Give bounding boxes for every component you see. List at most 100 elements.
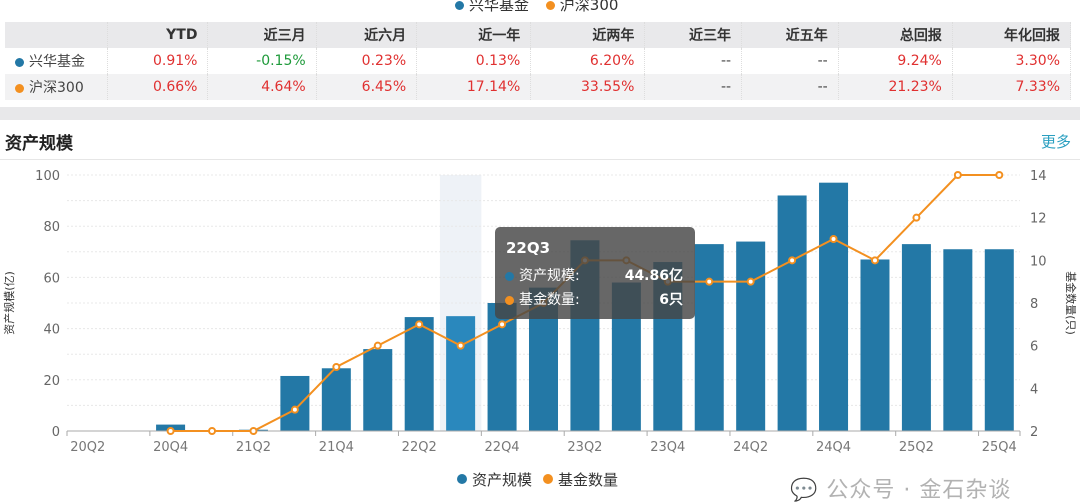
top-legend: 兴华基金 沪深300 (455, 0, 630, 15)
y-tick-left: 40 (43, 323, 60, 338)
table-row: 兴华基金 0.91% -0.15% 0.23% 0.13% 6.20% -- -- 9.24% 3… (5, 48, 1072, 74)
tooltip-value: 6只 (659, 292, 683, 308)
dot-icon (545, 1, 555, 10)
line-point (332, 363, 341, 371)
col-header: 近三月 (207, 22, 317, 48)
y-tick-left: 80 (43, 220, 60, 235)
tooltip-value: 44.86亿 (624, 268, 683, 284)
x-tick-label: 22Q4 (485, 440, 520, 455)
cell: 6.20% (530, 48, 646, 74)
line-point (498, 320, 507, 329)
y-tick-right: 6 (1030, 340, 1038, 355)
legend-fund[interactable]: 兴华基金 (455, 0, 529, 14)
line-point (995, 171, 1004, 179)
divider (0, 159, 1080, 160)
dot-icon (15, 57, 24, 67)
watermark: 💬 公众号 · 金石杂谈 (790, 472, 1011, 504)
bar (736, 241, 766, 431)
x-tick-label: 24Q4 (816, 440, 851, 455)
tooltip-row-count: 基金数量: 6只 (505, 289, 687, 309)
line-point (290, 405, 299, 414)
header-blank (5, 22, 108, 48)
table-header: YTD 近三月 近六月 近一年 近两年 近三年 近五年 总回报 年化回报 (5, 22, 1072, 48)
bar (280, 375, 310, 431)
bar (363, 349, 393, 431)
row-name[interactable]: 兴华基金 (5, 48, 108, 74)
cell: 4.64% (207, 74, 317, 100)
y-tick-left: 100 (35, 169, 60, 184)
watermark-text: 公众号 · 金石杂谈 (826, 478, 1012, 503)
line-point (415, 320, 424, 329)
x-tick-label: 20Q4 (153, 440, 188, 455)
line-point (166, 427, 175, 435)
y-tick-left: 20 (43, 374, 60, 389)
dot-icon (455, 1, 464, 10)
row-label: 沪深300 (29, 80, 84, 96)
col-header: 近五年 (741, 22, 839, 48)
line-point (788, 256, 797, 265)
y-axis-label-left: 资产规模(亿) (2, 271, 16, 335)
bar (777, 195, 807, 431)
legend-scale: 资产规模 (472, 471, 532, 489)
divider-band (0, 107, 1080, 120)
tooltip-label: 基金数量: (519, 292, 580, 308)
x-tick-label: 24Q2 (733, 440, 768, 455)
cell: -0.15% (207, 48, 317, 74)
col-header: 近三年 (644, 22, 743, 48)
row-label: 兴华基金 (29, 54, 85, 70)
bar (901, 244, 931, 431)
line-point (829, 235, 838, 243)
col-header: 年化回报 (952, 22, 1072, 48)
col-header: YTD (107, 22, 209, 48)
legend-index[interactable]: 沪深300 (545, 0, 619, 14)
bar (984, 249, 1014, 431)
bar (819, 182, 849, 431)
line-point (249, 427, 258, 435)
line-point (746, 277, 755, 286)
bar (694, 244, 724, 431)
cell: 9.24% (838, 48, 953, 74)
col-header: 近六月 (316, 22, 418, 48)
bar (943, 249, 973, 431)
y-tick-right: 4 (1030, 382, 1038, 397)
line-point (912, 213, 921, 222)
y-tick-right: 10 (1030, 254, 1047, 269)
legend-label: 沪深300 (559, 0, 619, 14)
bar (321, 368, 351, 431)
line-point (870, 256, 879, 265)
x-tick-label: 21Q2 (236, 440, 271, 455)
col-header: 近一年 (416, 22, 532, 48)
cell: 0.23% (316, 48, 418, 74)
x-tick-label: 21Q4 (319, 440, 354, 455)
cell: 17.14% (416, 74, 532, 100)
cell: -- (644, 48, 743, 74)
cell: -- (741, 48, 839, 74)
legend-count: 基金数量 (558, 471, 618, 489)
line-point (208, 427, 217, 435)
row-name[interactable]: 沪深300 (5, 74, 108, 100)
more-link[interactable]: 更多 (1040, 133, 1071, 151)
cell: -- (741, 74, 839, 100)
tooltip-label: 资产规模: (519, 268, 580, 284)
bar (860, 259, 890, 431)
tooltip-title: 22Q3 (506, 239, 551, 257)
col-header: 近两年 (530, 22, 646, 48)
wechat-icon: 💬 (790, 478, 819, 503)
y-tick-left: 0 (52, 425, 60, 440)
dot-icon (15, 83, 24, 93)
y-tick-right: 8 (1030, 297, 1038, 312)
legend-dot-icon (457, 474, 467, 484)
y-tick-left: 60 (43, 271, 60, 286)
section-title: 资产规模 (5, 134, 73, 154)
y-axis-label-right: 基金数量(只) (1064, 271, 1078, 335)
cell: 0.91% (107, 48, 209, 74)
x-tick-label: 25Q4 (982, 440, 1017, 455)
bar (446, 316, 476, 431)
cell: 3.30% (952, 48, 1072, 74)
cell: 0.13% (416, 48, 532, 74)
line-point (705, 277, 714, 286)
returns-table: YTD 近三月 近六月 近一年 近两年 近三年 近五年 总回报 年化回报 兴华基… (5, 22, 1072, 100)
bar (404, 317, 434, 431)
line-point (953, 171, 962, 179)
dot-icon (505, 295, 514, 305)
